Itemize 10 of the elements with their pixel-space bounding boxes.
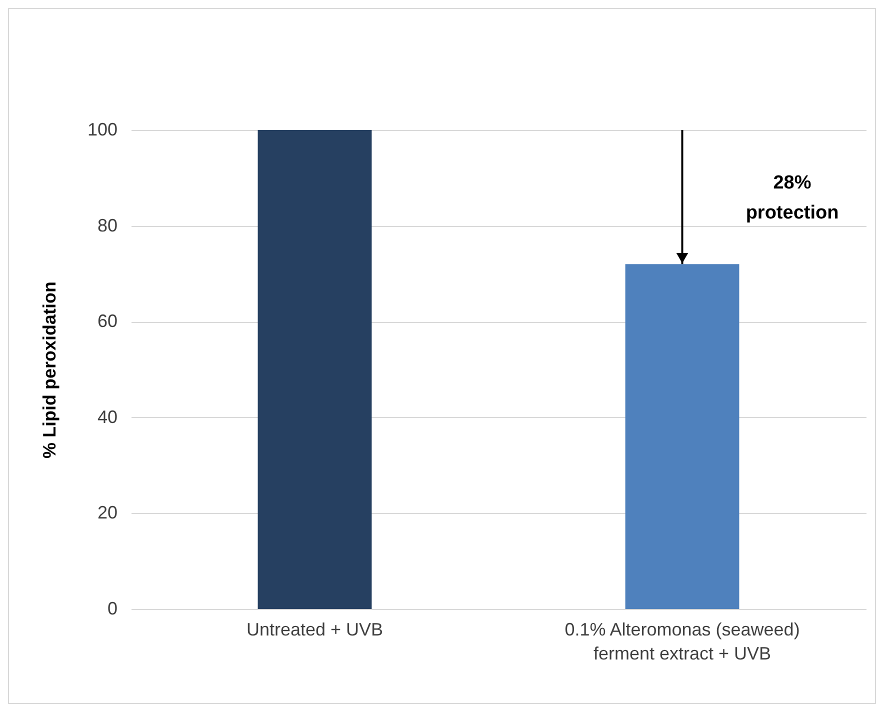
y-axis-title: % Lipid peroxidation bbox=[39, 281, 60, 459]
y-tick-label: 80 bbox=[97, 215, 118, 236]
y-tick-label: 100 bbox=[87, 120, 118, 140]
y-tick-label: 0 bbox=[107, 598, 118, 618]
y-tick-label: 20 bbox=[97, 502, 118, 523]
y-tick-label: 40 bbox=[97, 406, 118, 427]
x-tick-label: 0.1% Alteromonas (seaweed) ferment extract + UVB bbox=[564, 620, 800, 664]
annotation: 28% protection bbox=[746, 172, 839, 224]
x-tick-label: Untreated + UVB bbox=[246, 620, 384, 640]
y-tick-label: 60 bbox=[97, 311, 118, 332]
